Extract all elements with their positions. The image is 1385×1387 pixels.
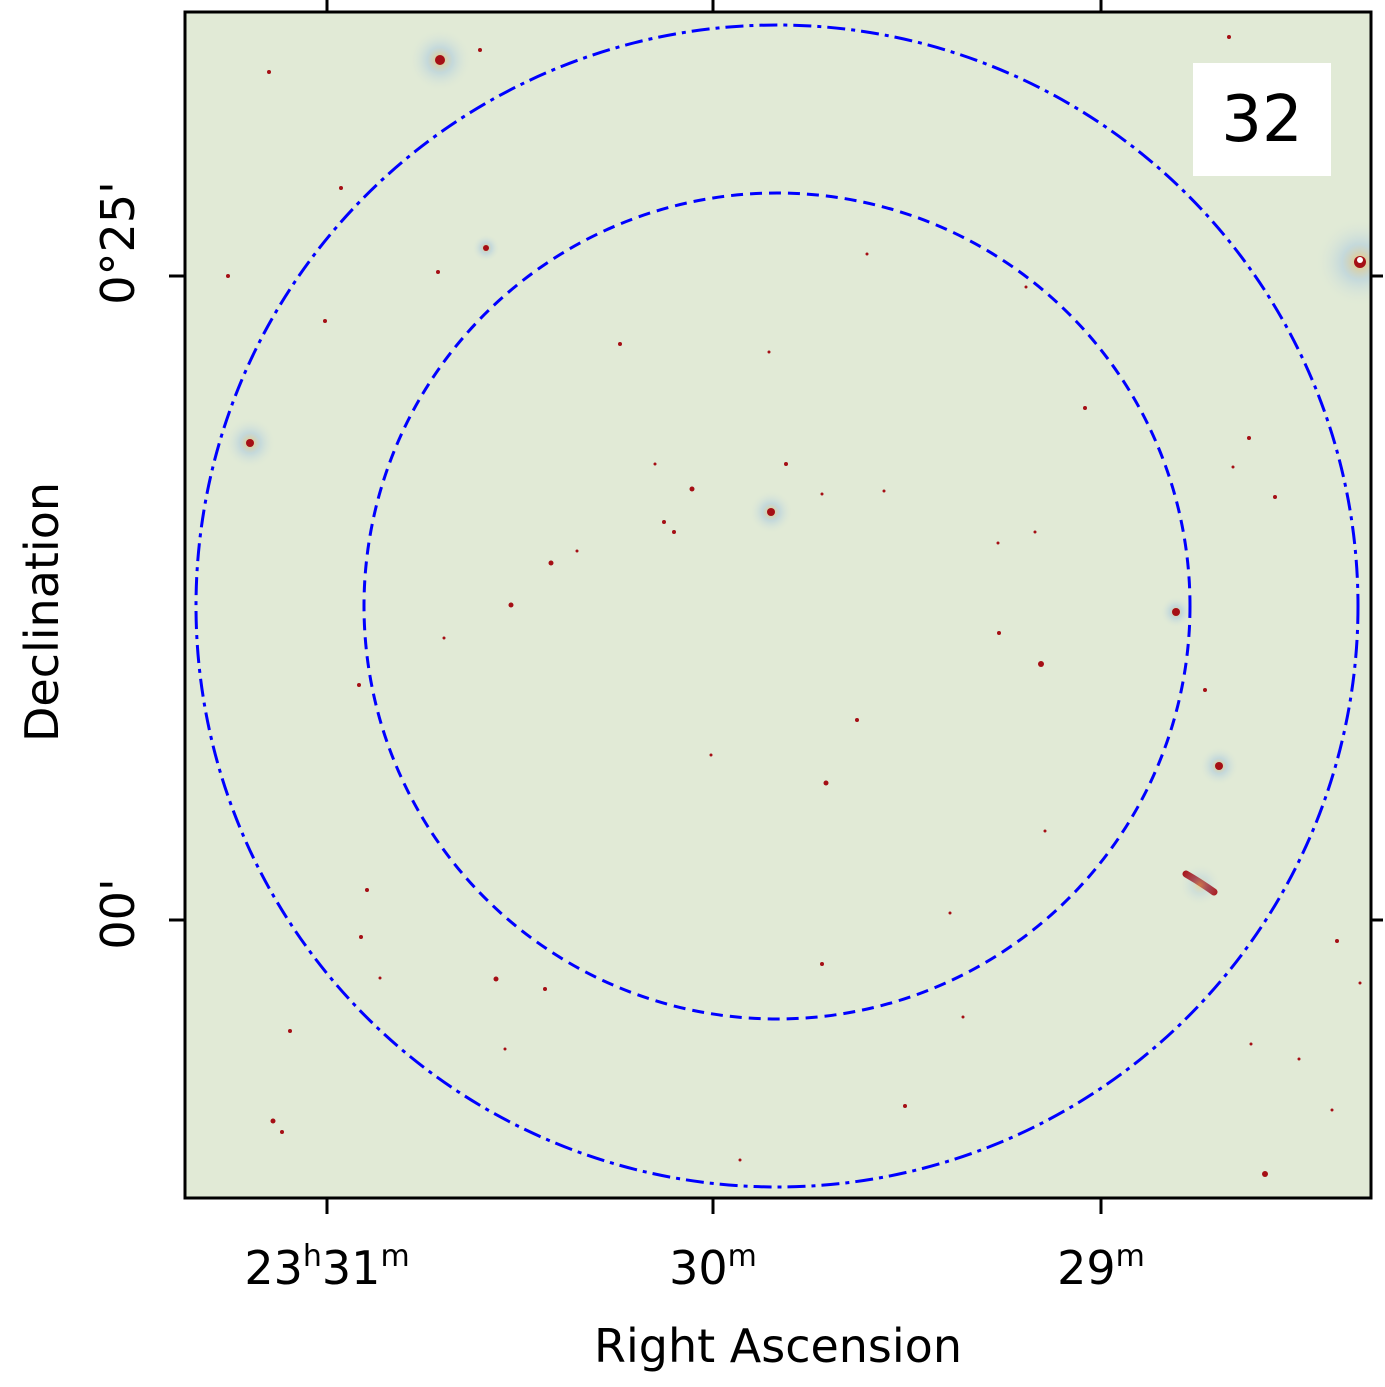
x-axis-label: Right Ascension [594, 1319, 962, 1373]
panel-label-box: 32 [1193, 63, 1331, 176]
y-ticks [169, 274, 1383, 922]
outer-circle-overlay [194, 23, 1360, 1189]
y-tick-label-0-25: 0°25' [91, 181, 145, 304]
x-ticks [325, 0, 1103, 1214]
y-tick-label-00: 00' [91, 878, 145, 949]
compact-sources [226, 35, 1362, 1177]
x-tick-label-29m: 29m [1057, 1239, 1145, 1295]
panel-label: 32 [1221, 82, 1303, 157]
y-axis-label: Declination [15, 482, 69, 742]
x-tick-label-30m: 30m [669, 1239, 757, 1295]
plot-frame [183, 10, 1373, 1200]
bright-sources [224, 28, 1371, 907]
inner-circle-overlay [362, 191, 1192, 1021]
x-tick-label-23h31m: 23h31m [244, 1239, 409, 1295]
